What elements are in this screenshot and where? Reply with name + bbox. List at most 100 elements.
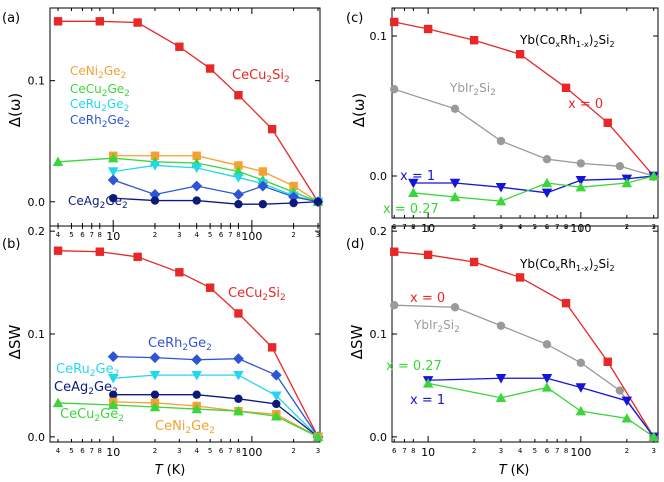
xtick-label-a: 8: [98, 231, 102, 239]
xtick-label-b: 7: [90, 447, 94, 455]
data-point-d-0-1: [423, 250, 433, 259]
plot-frame-c: [391, 7, 659, 219]
data-point-c-3-5: [621, 177, 633, 188]
data-point-d-2-4: [621, 396, 633, 407]
ytick-label-b: 0.2: [28, 225, 46, 238]
data-point-a-5-1: [150, 196, 160, 205]
ytick-label-b: 0.0: [28, 431, 46, 444]
data-point-a-5-6: [313, 197, 323, 206]
series-labels-c: x = 0 YbIr2Si2 x = 1 x = 0.27: [383, 81, 603, 217]
data-point-b-3-2: [192, 390, 201, 399]
data-point-b-5-4: [233, 405, 244, 416]
data-point-b-1-1: [149, 352, 161, 364]
data-point-b-5-6: [312, 431, 324, 442]
data-point-c-1-1: [450, 104, 460, 114]
xtick-label-d: 8: [411, 447, 415, 455]
data-point-a-2-0: [52, 156, 64, 167]
ytick-label-d: 0.2: [370, 225, 388, 238]
xtick-label-a: 2: [153, 231, 157, 239]
series-a-5: [109, 193, 323, 209]
data-point-a-4-5: [288, 191, 300, 203]
series-label-c-YbIr2Si2: YbIr2Si2: [449, 81, 496, 98]
ytick-label-c: 0.1: [370, 30, 388, 43]
series-line-b-2: [113, 374, 319, 438]
series-c: [390, 17, 659, 206]
data-point-a-5-4: [258, 200, 268, 209]
data-point-c-1-3: [542, 155, 552, 164]
panel-label-c: (c): [346, 11, 363, 26]
ylabel-a: Δ(ω): [6, 93, 24, 128]
data-point-c-2-1: [449, 178, 461, 189]
data-point-a-0-3: [175, 42, 184, 51]
series-label-b-CeCu2Ge2: CeCu2Ge2: [60, 407, 124, 424]
data-point-b-1-3: [232, 353, 244, 365]
series-d-3: [422, 378, 659, 442]
series-label-a-CeNi2Ge2: CeNi2Ge2: [70, 64, 126, 81]
data-point-c-3-0: [408, 187, 419, 197]
data-point-a-4-1: [149, 189, 161, 200]
ytick-label-a: 0.0: [28, 196, 46, 209]
data-point-a-0-5: [234, 91, 243, 100]
data-point-d-3-2: [541, 382, 553, 392]
data-point-b-3-1: [150, 390, 160, 399]
series-d-2: [422, 374, 659, 443]
xtick-label-d: 7: [402, 447, 406, 455]
data-point-c-3-4: [575, 181, 587, 192]
xtick-label-d: 3: [499, 447, 503, 455]
ylabel-d: ΔSW: [348, 325, 366, 360]
data-point-c-0-5: [603, 118, 612, 127]
data-point-a-4-0: [107, 174, 119, 186]
data-point-c-0-2: [469, 36, 479, 45]
ylabel-c: Δ(ω): [350, 93, 368, 128]
data-point-c-0-4: [561, 83, 571, 92]
xtick-label-d: 7: [555, 447, 559, 455]
xtick-label-b: 5: [69, 447, 73, 455]
data-point-d-3-5: [648, 431, 659, 442]
series-b-4: [109, 397, 323, 442]
data-point-a-0-0: [53, 17, 63, 26]
xtick-label-b: 2: [153, 447, 157, 455]
xtick-label-b: 6: [219, 447, 224, 455]
data-point-a-2-1: [107, 152, 119, 163]
data-point-b-5-0: [52, 397, 64, 408]
xtick-label-d: 6: [545, 447, 550, 455]
series-label-a-CeCu2Ge2: CeCu2Ge2: [70, 82, 130, 99]
xtick-label-d: 8: [564, 447, 568, 455]
data-point-c-0-1: [423, 24, 433, 34]
xtick-label-b: 6: [80, 447, 85, 455]
series-label-d-x027: x = 0.27: [386, 359, 442, 374]
data-point-d-3-0: [422, 378, 434, 388]
series-a-0: [53, 17, 323, 206]
data-point-c-2-2: [495, 183, 507, 193]
data-point-a-0-4: [205, 64, 215, 73]
series-line-b-0: [58, 250, 319, 438]
series-label-c-x027: x = 0.27: [383, 202, 439, 217]
data-point-b-1-0: [107, 351, 119, 363]
series-label-b-CeRu2Ge2: CeRu2Ge2: [56, 362, 119, 379]
data-point-d-1-1: [450, 303, 460, 312]
series-line-a-0: [58, 20, 319, 203]
xtick-label-d: 10: [421, 446, 435, 459]
data-point-d-0-5: [603, 357, 612, 366]
ytick-label-a: 0.1: [28, 75, 46, 88]
series-label-c-x0: x = 0: [568, 97, 603, 112]
data-point-d-2-3: [575, 383, 587, 393]
title-c: Yb(CoxRh1-x)2Si2: [519, 33, 615, 49]
data-point-c-3-6: [648, 170, 659, 181]
data-point-d-1-5: [615, 386, 625, 395]
data-point-b-2-3: [233, 370, 244, 381]
data-point-b-2-1: [149, 370, 161, 381]
data-point-a-5-0: [109, 193, 118, 203]
panel-c: (c) Δ(ω) Yb(CoxRh1-x)2Si2 0.00.167810234…: [346, 7, 659, 235]
xtick-label-a: 4: [194, 231, 199, 239]
series-c-0: [390, 17, 658, 181]
xtick-label-a: 8: [236, 231, 240, 239]
series-c-3: [408, 170, 659, 206]
series-label-b-CeCu2Si2: CeCu2Si2: [228, 286, 286, 303]
xtick-label-b: 8: [236, 447, 240, 455]
xtick-label-a: 3: [316, 231, 320, 239]
data-point-b-2-4: [271, 391, 282, 401]
xtick-label-d: 2: [625, 447, 629, 455]
xtick-label-d: 2: [472, 447, 476, 455]
xtick-label-d: 6: [392, 447, 397, 455]
